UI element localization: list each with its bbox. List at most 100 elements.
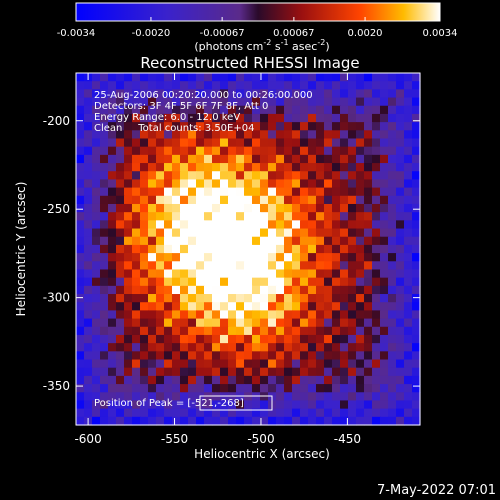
heatmap-cell xyxy=(140,244,149,254)
heatmap-cell xyxy=(412,367,421,377)
heatmap-cell xyxy=(76,310,85,320)
heatmap-cell xyxy=(132,359,141,369)
heatmap-cell xyxy=(116,81,125,90)
heatmap-cell xyxy=(260,130,269,140)
heatmap-cell xyxy=(124,318,133,328)
heatmap-cell xyxy=(116,228,125,238)
heatmap-cell xyxy=(380,302,389,311)
heatmap-cell xyxy=(340,81,349,90)
heatmap-cell xyxy=(284,195,293,205)
heatmap-cell xyxy=(212,343,221,352)
heatmap-cell xyxy=(100,97,109,107)
heatmap-cell xyxy=(244,163,253,172)
heatmap-cell xyxy=(180,220,189,230)
heatmap-cell xyxy=(396,81,405,90)
heatmap-cell xyxy=(332,81,341,90)
heatmap-cell xyxy=(236,236,245,246)
heatmap-cell xyxy=(276,228,285,238)
heatmap-cell xyxy=(364,81,373,90)
heatmap-cell xyxy=(276,187,285,197)
heatmap-cell xyxy=(188,113,197,123)
heatmap-cell xyxy=(132,326,141,336)
heatmap-cell xyxy=(212,203,221,213)
heatmap-cell xyxy=(172,400,181,410)
heatmap-cell xyxy=(348,81,357,90)
heatmap-cell xyxy=(356,384,365,393)
heatmap-cell xyxy=(116,384,125,393)
heatmap-cell xyxy=(180,285,189,295)
heatmap-cell xyxy=(220,302,229,311)
heatmap-cell xyxy=(340,73,349,82)
heatmap-cell xyxy=(316,203,325,213)
heatmap-cell xyxy=(364,318,373,328)
heatmap-cell xyxy=(164,154,173,164)
heatmap-cell xyxy=(380,113,389,123)
heatmap-cell xyxy=(140,285,149,295)
heatmap-cell xyxy=(332,326,341,336)
heatmap-cell xyxy=(348,277,357,287)
heatmap-cell xyxy=(92,343,101,352)
heatmap-cell xyxy=(108,138,117,148)
heatmap-cell xyxy=(300,163,309,172)
colorbar-tick-label: -0.0034 xyxy=(57,28,96,39)
heatmap-cell xyxy=(180,334,189,344)
heatmap-cell xyxy=(380,285,389,295)
heatmap-cell xyxy=(404,236,413,246)
heatmap-cell xyxy=(180,269,189,279)
heatmap-cell xyxy=(196,285,205,295)
heatmap-cell xyxy=(212,220,221,230)
heatmap-cell xyxy=(276,310,285,320)
heatmap-cell xyxy=(132,253,141,262)
heatmap-cell xyxy=(372,163,381,172)
heatmap-cell xyxy=(204,269,213,279)
heatmap-cell xyxy=(412,392,421,402)
heatmap-cell xyxy=(196,203,205,213)
heatmap-cell xyxy=(84,294,93,303)
heatmap-cell xyxy=(164,220,173,230)
heatmap-cell xyxy=(396,154,405,164)
heatmap-cell xyxy=(276,73,285,82)
heatmap-cell xyxy=(124,285,133,295)
heatmap-cell xyxy=(92,326,101,336)
heatmap-cell xyxy=(380,122,389,131)
heatmap-cell xyxy=(396,97,405,107)
heatmap-cell xyxy=(364,375,373,385)
heatmap-cell xyxy=(372,285,381,295)
heatmap-cell xyxy=(372,294,381,303)
heatmap-cell xyxy=(188,122,197,131)
heatmap-cell xyxy=(332,310,341,320)
heatmap-cell xyxy=(116,318,125,328)
heatmap-cell xyxy=(380,138,389,148)
heatmap-cell xyxy=(372,334,381,344)
heatmap-cell xyxy=(404,105,413,115)
heatmap-cell xyxy=(116,212,125,221)
heatmap-cell xyxy=(332,203,341,213)
heatmap-cell xyxy=(284,138,293,148)
heatmap-cell xyxy=(292,146,301,156)
heatmap-cell xyxy=(388,187,397,197)
heatmap-cell xyxy=(380,367,389,377)
heatmap-cell xyxy=(348,130,357,140)
heatmap-cell xyxy=(356,179,365,189)
heatmap-cell xyxy=(84,138,93,148)
heatmap-cell xyxy=(364,179,373,189)
heatmap-cell xyxy=(100,285,109,295)
heatmap-cell xyxy=(76,392,85,402)
heatmap-cell xyxy=(300,228,309,238)
heatmap-cell xyxy=(92,277,101,287)
heatmap-cell xyxy=(284,351,293,361)
y-tick-label: -300 xyxy=(43,291,70,305)
heatmap-cell xyxy=(212,212,221,221)
heatmap-cell xyxy=(316,277,325,287)
heatmap-cell xyxy=(356,343,365,352)
heatmap-cell xyxy=(132,195,141,205)
heatmap-cell xyxy=(356,89,365,99)
heatmap-cell xyxy=(156,236,165,246)
heatmap-cell xyxy=(172,326,181,336)
heatmap-cell xyxy=(108,163,117,172)
heatmap-cell xyxy=(380,163,389,172)
heatmap-cell xyxy=(188,179,197,189)
heatmap-cell xyxy=(228,203,237,213)
heatmap-cell xyxy=(140,318,149,328)
heatmap-cell xyxy=(268,310,277,320)
